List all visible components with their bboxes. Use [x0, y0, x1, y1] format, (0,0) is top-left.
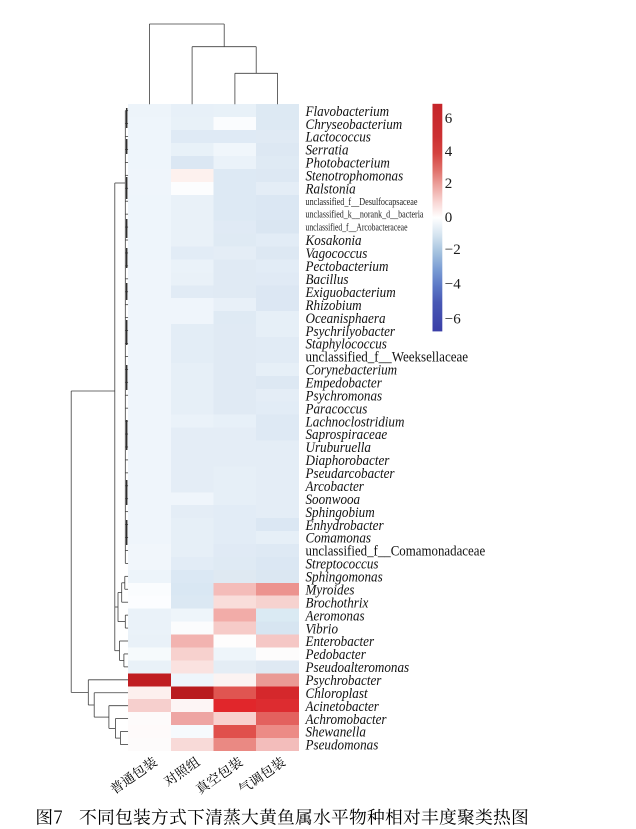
- svg-text:unclassified_k__norank_d__bact: unclassified_k__norank_d__bacteria: [306, 210, 424, 221]
- svg-text:Sphingobium: Sphingobium: [306, 505, 375, 521]
- svg-text:Enhydrobacter: Enhydrobacter: [305, 518, 384, 534]
- svg-text:Psychrobacter: Psychrobacter: [305, 673, 382, 689]
- svg-text:Pectobacterium: Pectobacterium: [305, 259, 389, 275]
- svg-text:Pseudomonas: Pseudomonas: [305, 738, 379, 754]
- svg-text:unclassified_f__Comamonadaceae: unclassified_f__Comamonadaceae: [306, 544, 486, 560]
- svg-text:Ralstonia: Ralstonia: [305, 182, 356, 198]
- svg-text:Kosakonia: Kosakonia: [305, 233, 362, 249]
- svg-text:4: 4: [445, 144, 453, 160]
- svg-text:0: 0: [445, 210, 453, 226]
- svg-text:Psychrilyobacter: Psychrilyobacter: [305, 324, 396, 340]
- svg-text:Achromobacter: Achromobacter: [305, 712, 387, 728]
- svg-text:−4: −4: [445, 277, 461, 293]
- svg-text:Saprospiraceae: Saprospiraceae: [306, 427, 388, 443]
- svg-text:Pedobacter: Pedobacter: [305, 647, 367, 663]
- svg-text:Pseudarcobacter: Pseudarcobacter: [305, 466, 395, 482]
- svg-text:Exiguobacterium: Exiguobacterium: [305, 285, 396, 301]
- svg-text:2: 2: [445, 176, 453, 192]
- svg-text:Streptococcus: Streptococcus: [306, 557, 379, 573]
- svg-text:Vagococcus: Vagococcus: [306, 246, 368, 262]
- svg-text:Photobacterium: Photobacterium: [305, 156, 390, 172]
- svg-text:unclassified_f__Weeksellaceae: unclassified_f__Weeksellaceae: [306, 350, 469, 366]
- svg-text:Uruburuella: Uruburuella: [306, 440, 372, 456]
- svg-text:unclassified_f__Desulfocapsace: unclassified_f__Desulfocapsaceae: [306, 197, 418, 208]
- svg-text:Empedobacter: Empedobacter: [305, 376, 383, 392]
- svg-text:−2: −2: [445, 242, 461, 258]
- svg-text:Bacillus: Bacillus: [306, 272, 349, 288]
- svg-text:Shewanella: Shewanella: [306, 725, 366, 741]
- svg-text:Chloroplast: Chloroplast: [306, 686, 369, 702]
- svg-text:Brochothrix: Brochothrix: [306, 595, 369, 611]
- svg-text:−6: −6: [445, 311, 461, 327]
- svg-text:Serratia: Serratia: [306, 143, 349, 159]
- svg-text:Diaphorobacter: Diaphorobacter: [305, 453, 390, 469]
- svg-text:Pseudoalteromonas: Pseudoalteromonas: [305, 660, 410, 676]
- svg-text:Soonwooa: Soonwooa: [306, 492, 361, 508]
- svg-text:Aeromonas: Aeromonas: [305, 608, 365, 624]
- svg-text:Acinetobacter: Acinetobacter: [305, 699, 380, 715]
- svg-text:Enterobacter: Enterobacter: [305, 634, 375, 650]
- svg-text:Rhizobium: Rhizobium: [305, 298, 362, 314]
- svg-text:Lachnoclostridium: Lachnoclostridium: [305, 414, 405, 430]
- svg-text:Corynebacterium: Corynebacterium: [306, 363, 398, 379]
- svg-text:Lactococcus: Lactococcus: [305, 130, 372, 146]
- svg-text:Vibrio: Vibrio: [306, 621, 339, 637]
- svg-text:Psychromonas: Psychromonas: [305, 388, 383, 404]
- svg-text:Comamonas: Comamonas: [306, 531, 372, 547]
- svg-text:Staphylococcus: Staphylococcus: [306, 337, 388, 353]
- svg-text:Oceanisphaera: Oceanisphaera: [306, 311, 386, 327]
- svg-text:Sphingomonas: Sphingomonas: [306, 570, 384, 586]
- svg-text:Paracoccus: Paracoccus: [305, 401, 368, 417]
- svg-text:Flavobacterium: Flavobacterium: [305, 104, 390, 120]
- svg-text:Chryseobacterium: Chryseobacterium: [306, 117, 403, 133]
- svg-text:unclassified_f__Arcobacteracea: unclassified_f__Arcobacteraceae: [306, 223, 408, 234]
- svg-text:Myroides: Myroides: [305, 583, 355, 599]
- svg-text:Stenotrophomonas: Stenotrophomonas: [306, 169, 404, 185]
- svg-text:Arcobacter: Arcobacter: [305, 479, 365, 495]
- svg-text:6: 6: [445, 111, 453, 127]
